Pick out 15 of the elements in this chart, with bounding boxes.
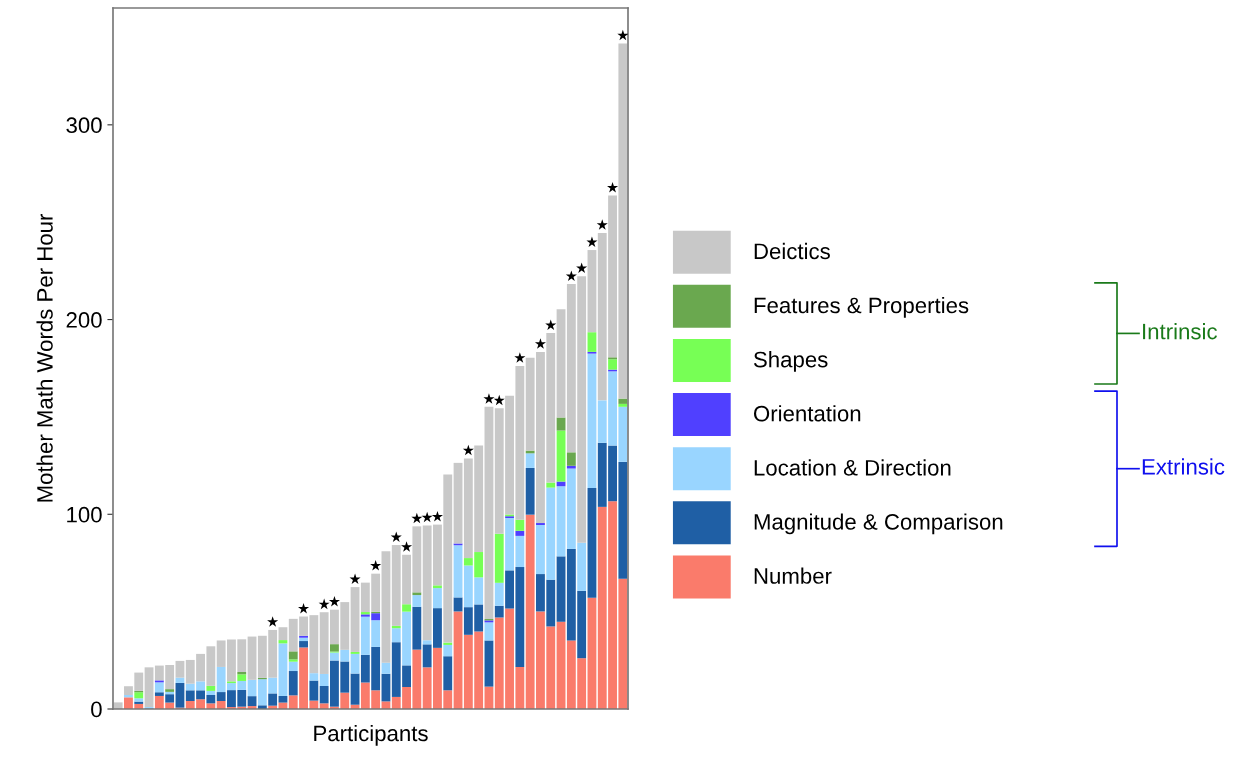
legend-label: Features & Properties bbox=[754, 296, 969, 318]
text: Extrinsic bbox=[1142, 458, 1225, 475]
y-tick-label: 300 bbox=[66, 117, 102, 134]
legend-label: Magnitude & Comparison bbox=[754, 513, 1003, 535]
legend-label: Orientation bbox=[753, 405, 861, 422]
y-axis-title: Mother Math Words Per Hour bbox=[36, 213, 53, 502]
legend-label: Shapes bbox=[753, 351, 828, 372]
legend-label: Location & Direction bbox=[754, 459, 951, 476]
x-axis-title: Participants bbox=[314, 724, 428, 746]
y-tick-label: 0 bbox=[91, 701, 102, 718]
y-tick-label: 100 bbox=[67, 506, 102, 523]
text: Intrinsic bbox=[1143, 323, 1217, 340]
legend-label: Number bbox=[754, 567, 832, 584]
y-tick-label: 200 bbox=[66, 312, 102, 328]
legend-label: Deictics bbox=[754, 242, 830, 260]
